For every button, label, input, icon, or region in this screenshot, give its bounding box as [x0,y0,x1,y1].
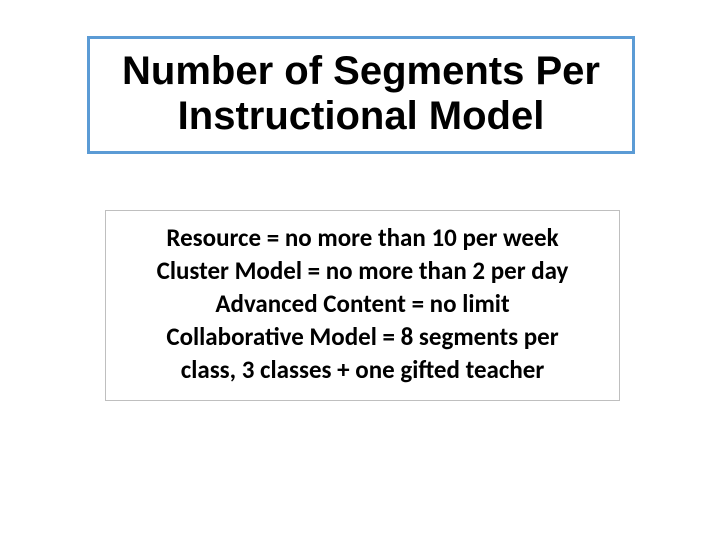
title-line-2: Instructional Model [98,94,624,139]
content-line: Advanced Content = no limit [114,287,611,320]
content-line: Collaborative Model = 8 segments per [114,320,611,353]
title-box: Number of Segments Per Instructional Mod… [87,36,635,154]
content-line: Cluster Model = no more than 2 per day [114,254,611,287]
content-line: Resource = no more than 10 per week [114,221,611,254]
content-box: Resource = no more than 10 per week Clus… [105,210,620,401]
title-line-1: Number of Segments Per [98,49,624,94]
content-line: class, 3 classes + one gifted teacher [114,353,611,386]
